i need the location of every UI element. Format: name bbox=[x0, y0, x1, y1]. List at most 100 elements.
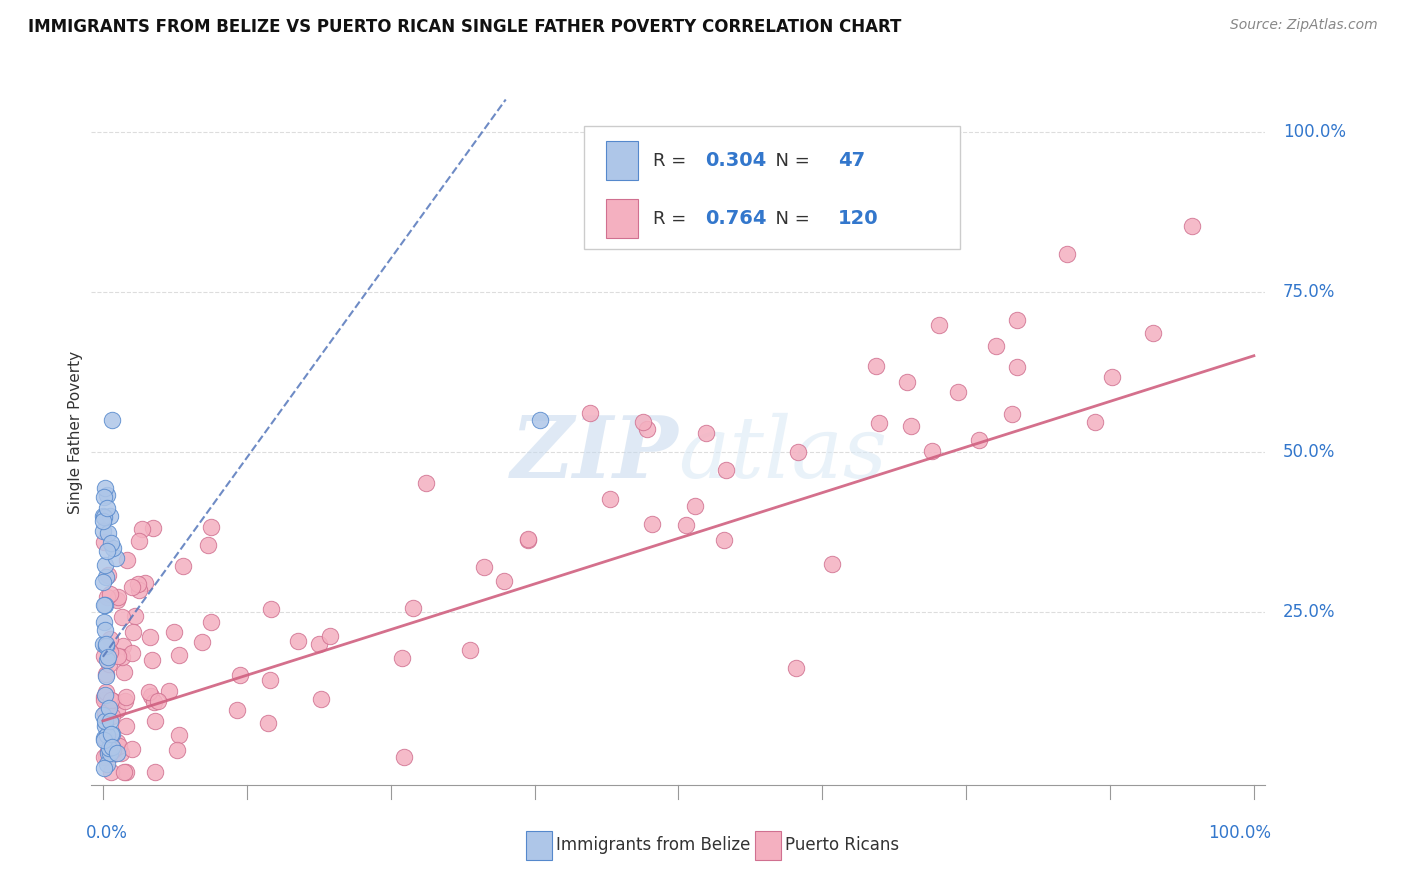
Y-axis label: Single Father Poverty: Single Father Poverty bbox=[67, 351, 83, 514]
Text: 25.0%: 25.0% bbox=[1284, 603, 1336, 621]
Text: 100.0%: 100.0% bbox=[1284, 122, 1346, 141]
Point bbox=[287, 634, 309, 648]
Point bbox=[157, 684, 180, 698]
Point bbox=[96, 649, 118, 664]
Point bbox=[1180, 219, 1202, 233]
Point bbox=[946, 384, 969, 399]
Point bbox=[1101, 369, 1123, 384]
Point bbox=[93, 510, 115, 524]
Point bbox=[93, 615, 115, 629]
Point bbox=[93, 731, 115, 745]
Point bbox=[115, 553, 138, 567]
Point bbox=[641, 517, 664, 532]
Point bbox=[260, 602, 283, 616]
Point bbox=[197, 538, 219, 552]
Point bbox=[96, 756, 118, 771]
Point bbox=[716, 463, 738, 477]
Point bbox=[94, 639, 117, 653]
Point bbox=[392, 749, 415, 764]
Point bbox=[96, 669, 118, 683]
Point bbox=[318, 629, 340, 643]
Point bbox=[97, 568, 120, 582]
Text: ZIP: ZIP bbox=[510, 412, 678, 496]
Point bbox=[100, 692, 122, 706]
Point bbox=[98, 746, 121, 760]
Point bbox=[121, 580, 143, 594]
Point bbox=[97, 744, 120, 758]
Point bbox=[402, 600, 425, 615]
Point bbox=[94, 706, 117, 720]
Point bbox=[128, 582, 150, 597]
Point bbox=[821, 557, 844, 571]
Point bbox=[163, 625, 186, 640]
Point bbox=[391, 651, 413, 665]
Text: IMMIGRANTS FROM BELIZE VS PUERTO RICAN SINGLE FATHER POVERTY CORRELATION CHART: IMMIGRANTS FROM BELIZE VS PUERTO RICAN S… bbox=[28, 18, 901, 36]
Point bbox=[96, 543, 118, 558]
Point bbox=[101, 694, 124, 708]
Point bbox=[579, 406, 602, 420]
Point bbox=[100, 727, 122, 741]
Point bbox=[141, 653, 163, 667]
Point bbox=[93, 598, 115, 612]
Point bbox=[105, 703, 128, 717]
Text: Puerto Ricans: Puerto Ricans bbox=[785, 836, 900, 854]
Point bbox=[93, 648, 115, 663]
Point bbox=[93, 761, 115, 775]
Text: R =: R = bbox=[652, 152, 692, 169]
Point bbox=[101, 739, 124, 754]
Point bbox=[94, 558, 117, 572]
Text: R =: R = bbox=[652, 210, 692, 227]
Point bbox=[94, 685, 117, 699]
Point bbox=[865, 359, 887, 373]
FancyBboxPatch shape bbox=[606, 141, 638, 180]
Point bbox=[101, 726, 124, 740]
Point bbox=[517, 532, 540, 546]
Point bbox=[93, 524, 115, 538]
Point bbox=[309, 691, 332, 706]
Point bbox=[97, 701, 120, 715]
Point bbox=[139, 631, 162, 645]
Point bbox=[191, 635, 214, 649]
Text: Source: ZipAtlas.com: Source: ZipAtlas.com bbox=[1230, 18, 1378, 32]
Point bbox=[259, 673, 281, 688]
Point bbox=[121, 646, 143, 660]
Point bbox=[101, 413, 124, 427]
Point bbox=[110, 746, 132, 760]
Point bbox=[121, 742, 143, 756]
Point bbox=[683, 499, 706, 513]
Text: 120: 120 bbox=[838, 209, 879, 228]
Point bbox=[98, 657, 121, 671]
Point bbox=[96, 591, 118, 605]
Point bbox=[124, 609, 146, 624]
Point bbox=[786, 444, 808, 458]
Point bbox=[94, 666, 117, 681]
Point bbox=[226, 703, 249, 717]
Point bbox=[900, 419, 922, 434]
Text: 47: 47 bbox=[838, 151, 865, 170]
Point bbox=[695, 426, 717, 441]
Point bbox=[111, 610, 134, 624]
Point bbox=[93, 623, 115, 637]
Point bbox=[94, 482, 117, 496]
Point bbox=[631, 415, 654, 429]
Point bbox=[93, 509, 115, 524]
Point bbox=[93, 693, 115, 707]
Point bbox=[921, 443, 943, 458]
Point bbox=[1142, 326, 1164, 341]
Point bbox=[98, 645, 121, 659]
Point bbox=[636, 422, 658, 436]
Point bbox=[1005, 359, 1028, 374]
Text: 0.764: 0.764 bbox=[706, 209, 766, 228]
Point bbox=[94, 688, 117, 702]
Point bbox=[105, 735, 128, 749]
Point bbox=[111, 639, 134, 653]
Point bbox=[105, 550, 128, 565]
Point bbox=[94, 732, 117, 747]
Point bbox=[93, 733, 115, 747]
Point bbox=[967, 433, 990, 447]
Point bbox=[93, 637, 115, 651]
Point bbox=[472, 559, 495, 574]
Point bbox=[921, 153, 943, 168]
Point bbox=[1056, 247, 1078, 261]
Point bbox=[1005, 313, 1028, 327]
